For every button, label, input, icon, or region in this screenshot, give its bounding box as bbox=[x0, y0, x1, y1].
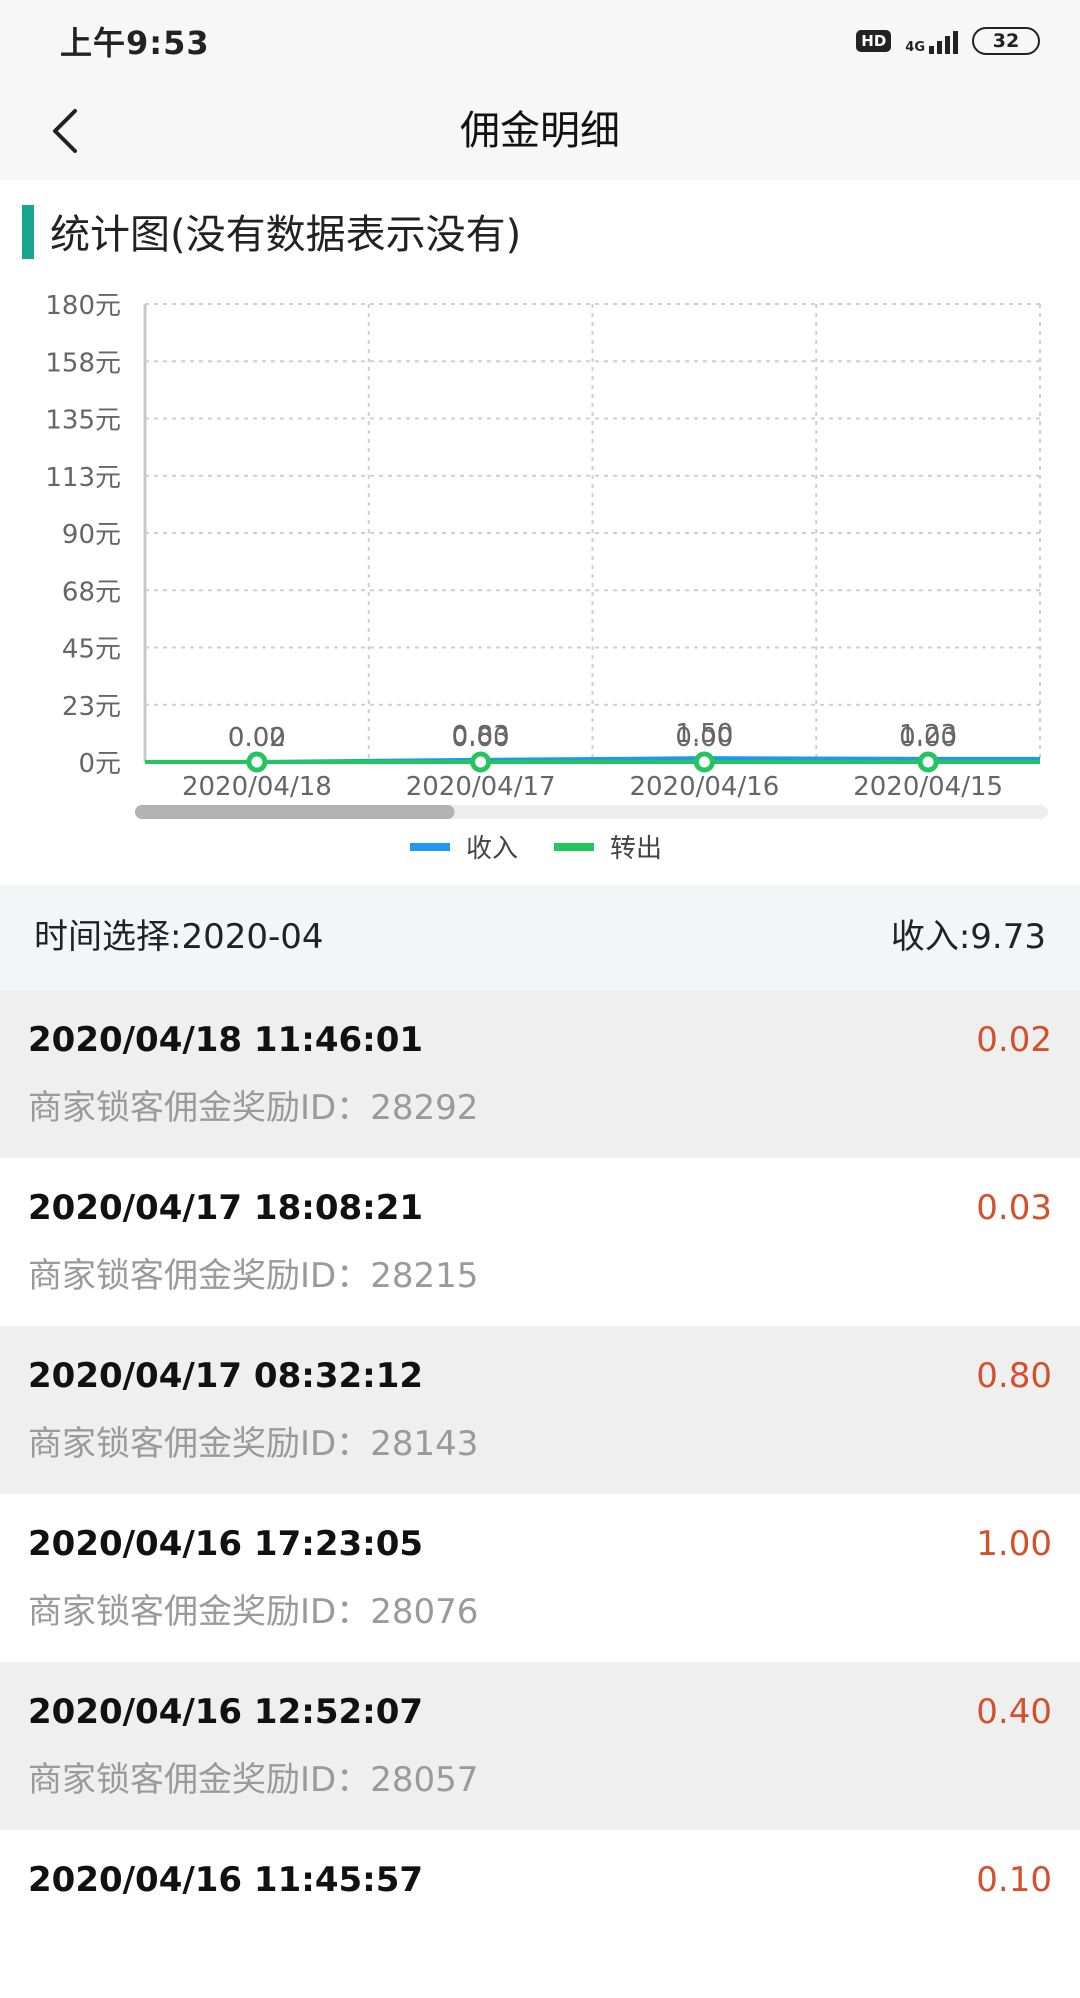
back-button[interactable] bbox=[30, 96, 100, 166]
income-total: 收入:9.73 bbox=[890, 917, 1046, 957]
record-desc: 商家锁客佣金奖励ID：28215 bbox=[28, 1256, 479, 1296]
x-tick-label: 2020/04/16 bbox=[629, 772, 779, 802]
legend-label: 转出 bbox=[610, 834, 662, 864]
record-time: 2020/04/18 11:46:01 bbox=[28, 1020, 424, 1060]
list-item[interactable]: 2020/04/16 11:45:57 0.10 bbox=[0, 1830, 1080, 1998]
data-label: 0.00 bbox=[452, 723, 510, 753]
y-tick-label: 0元 bbox=[78, 749, 121, 779]
chart-section-header: 统计图(没有数据表示没有) bbox=[0, 180, 1080, 280]
network-type-label: 4G bbox=[905, 40, 925, 55]
chevron-left-icon bbox=[53, 109, 77, 153]
data-label: 0.00 bbox=[228, 723, 286, 753]
data-label: 1.23 bbox=[899, 720, 957, 750]
page-title: 佣金明细 bbox=[460, 108, 620, 154]
data-point bbox=[917, 751, 939, 773]
record-time: 2020/04/16 11:45:57 bbox=[28, 1860, 424, 1900]
record-amount: 0.02 bbox=[976, 1020, 1052, 1060]
list-item[interactable]: 2020/04/17 18:08:21 0.03 商家锁客佣金奖励ID：2821… bbox=[0, 1158, 1080, 1326]
x-tick-label: 2020/04/17 bbox=[406, 772, 556, 802]
data-label: 0.00 bbox=[675, 723, 733, 753]
record-desc: 商家锁客佣金奖励ID：28143 bbox=[28, 1424, 479, 1464]
record-time: 2020/04/16 17:23:05 bbox=[28, 1524, 424, 1564]
record-time: 2020/04/17 08:32:12 bbox=[28, 1356, 424, 1396]
status-icons: HD 4G 32 bbox=[856, 27, 1040, 55]
legend-label: 收入 bbox=[466, 834, 518, 864]
record-amount: 0.10 bbox=[976, 1860, 1052, 1900]
filter-bar: 时间选择:2020-04 收入:9.73 bbox=[0, 885, 1080, 990]
record-amount: 1.00 bbox=[976, 1524, 1052, 1564]
time-select[interactable]: 时间选择:2020-04 bbox=[34, 917, 324, 957]
records-list: 2020/04/18 11:46:01 0.02 商家锁客佣金奖励ID：2829… bbox=[0, 990, 1080, 1998]
list-item[interactable]: 2020/04/16 17:23:05 1.00 商家锁客佣金奖励ID：2807… bbox=[0, 1494, 1080, 1662]
scrollbar-thumb[interactable] bbox=[135, 805, 455, 819]
status-time: 上午9:53 bbox=[60, 24, 210, 62]
record-amount: 0.03 bbox=[976, 1188, 1052, 1228]
record-desc: 商家锁客佣金奖励ID：28057 bbox=[28, 1760, 479, 1800]
y-tick-label: 158元 bbox=[45, 348, 121, 378]
list-item[interactable]: 2020/04/18 11:46:01 0.02 商家锁客佣金奖励ID：2829… bbox=[0, 990, 1080, 1158]
list-item[interactable]: 2020/04/17 08:32:12 0.80 商家锁客佣金奖励ID：2814… bbox=[0, 1326, 1080, 1494]
x-tick-label: 2020/04/18 bbox=[182, 772, 332, 802]
signal-icon: 4G bbox=[905, 28, 958, 54]
status-bar: 上午9:53 HD 4G 32 bbox=[0, 0, 1080, 82]
y-tick-label: 90元 bbox=[62, 520, 121, 550]
legend-swatch bbox=[410, 843, 450, 851]
legend-swatch bbox=[554, 843, 594, 851]
data-label: 1.50 bbox=[675, 719, 733, 749]
record-desc: 商家锁客佣金奖励ID：28076 bbox=[28, 1592, 479, 1632]
data-label: 0.02 bbox=[228, 723, 286, 753]
y-tick-label: 68元 bbox=[62, 577, 121, 607]
chart-container: 180元 158元 135元 113元 90元 68元 45元 23元 0元 2020/04/18… bbox=[0, 280, 1080, 880]
section-title: 统计图(没有数据表示没有) bbox=[50, 212, 522, 258]
y-tick-label: 23元 bbox=[62, 692, 121, 722]
data-point bbox=[470, 751, 492, 773]
data-label: 0.83 bbox=[452, 721, 510, 751]
record-desc: 商家锁客佣金奖励ID：28292 bbox=[28, 1088, 479, 1128]
x-tick-label: 2020/04/15 bbox=[853, 772, 1003, 802]
commission-chart[interactable]: 180元 158元 135元 113元 90元 68元 45元 23元 0元 2020/04/18… bbox=[0, 280, 1080, 880]
record-amount: 0.80 bbox=[976, 1356, 1052, 1396]
battery-level: 32 bbox=[992, 30, 1020, 52]
y-tick-label: 180元 bbox=[45, 291, 121, 321]
hd-icon: HD bbox=[856, 30, 892, 52]
header: 佣金明细 bbox=[0, 82, 1080, 180]
data-point bbox=[693, 751, 715, 773]
battery-icon: 32 bbox=[972, 27, 1040, 55]
data-label: 0.00 bbox=[899, 723, 957, 753]
record-time: 2020/04/17 18:08:21 bbox=[28, 1188, 424, 1228]
y-tick-label: 135元 bbox=[45, 406, 121, 436]
record-time: 2020/04/16 12:52:07 bbox=[28, 1692, 424, 1732]
data-point bbox=[246, 751, 268, 773]
list-item[interactable]: 2020/04/16 12:52:07 0.40 商家锁客佣金奖励ID：2805… bbox=[0, 1662, 1080, 1830]
y-tick-label: 113元 bbox=[45, 463, 121, 493]
y-tick-label: 45元 bbox=[62, 635, 121, 665]
record-amount: 0.40 bbox=[976, 1692, 1052, 1732]
section-accent-bar bbox=[22, 205, 34, 259]
